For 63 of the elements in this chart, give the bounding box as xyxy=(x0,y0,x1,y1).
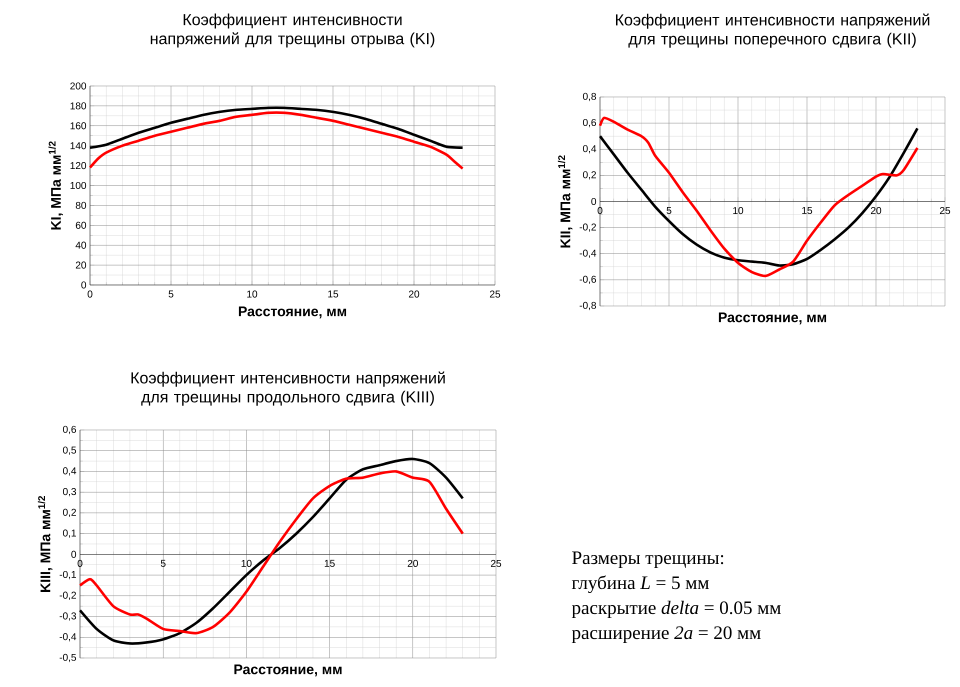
x-tick-label: 5 xyxy=(666,207,672,214)
chart-title: Коэффициент интенсивности напряжений для трещины отрыва (KI) xyxy=(150,14,434,48)
x-tick-label: 20 xyxy=(870,207,882,214)
y-tick-label: 0,2 xyxy=(582,171,596,180)
x-axis-title: Расстояние, мм xyxy=(718,312,826,324)
x-tick-label: 15 xyxy=(802,207,812,214)
y-tick-label: -0,4 xyxy=(60,633,76,642)
y-tick-label: 140 xyxy=(70,142,86,150)
y-tick-label: -0,5 xyxy=(60,654,76,662)
x-tick-label: 5 xyxy=(160,560,166,567)
x-tick-label: 15 xyxy=(328,290,338,298)
y-tick-label: 0,1 xyxy=(62,529,76,538)
text: расширение 2a = 20 мм xyxy=(572,626,761,644)
y-axis-title: KIII, МПа мм$^{1/2}$ xyxy=(38,496,52,592)
chart-title: Коэффициент интенсивности напряжений для трещины поперечного сдвига (KII) xyxy=(616,14,930,48)
x-tick-label: 15 xyxy=(324,560,335,567)
chart-title: Коэффициент интенсивности напряжений для трещины продольного сдвига (KIII) xyxy=(131,372,445,406)
y-tick-label: -0,1 xyxy=(60,570,76,580)
x-axis-title: Расстояние, мм xyxy=(234,664,342,676)
x-tick-label: 20 xyxy=(408,290,420,298)
text: глубина L = 5 мм xyxy=(572,575,709,594)
x-tick-label: 10 xyxy=(247,290,258,298)
y-tick-label: -0,2 xyxy=(580,223,596,232)
y-tick-label: 0 xyxy=(71,550,76,558)
y-tick-label: 0,3 xyxy=(62,488,76,496)
text: Размеры трещины: xyxy=(572,552,724,568)
y-axis-title: KII, МПа мм$^{1/2}$ xyxy=(558,155,572,248)
y-tick-label: 100 xyxy=(70,182,86,190)
y-axis-title: KI, МПа мм$^{1/2}$ xyxy=(48,141,63,230)
x-tick-label: 25 xyxy=(490,290,500,298)
y-tick-label: 80 xyxy=(76,202,86,209)
y-tick-label: 120 xyxy=(70,162,86,170)
y-tick-label: 0,4 xyxy=(582,145,596,154)
y-tick-label: 40 xyxy=(76,242,86,249)
y-tick-label: -0,8 xyxy=(580,302,596,310)
x-tick-label: 0 xyxy=(598,207,602,214)
x-tick-label: 5 xyxy=(168,290,174,298)
y-tick-label: 0 xyxy=(81,281,86,289)
x-tick-label: 10 xyxy=(733,207,744,214)
x-tick-label: 20 xyxy=(408,560,418,567)
y-tick-label: -0,6 xyxy=(580,276,596,284)
y-tick-label: 160 xyxy=(70,122,86,130)
y-tick-label: 0,6 xyxy=(582,118,596,128)
y-tick-label: 0,6 xyxy=(62,426,76,434)
y-tick-label: 60 xyxy=(76,222,86,229)
y-tick-label: 180 xyxy=(70,102,86,110)
y-tick-label: 0,5 xyxy=(62,446,76,455)
line-series xyxy=(88,111,464,170)
y-tick-label: 20 xyxy=(76,262,86,269)
y-tick-label: -0,4 xyxy=(580,250,596,258)
y-tick-label: -0,3 xyxy=(60,612,76,621)
y-tick-label: 0 xyxy=(591,198,596,206)
text: раскрытие delta = 0.05 мм xyxy=(572,600,781,618)
y-tick-label: -0,2 xyxy=(60,592,76,600)
y-tick-label: 0,8 xyxy=(582,92,596,102)
y-tick-label: 0,4 xyxy=(62,467,76,476)
x-axis-title: Расстояние, мм xyxy=(238,306,346,318)
x-tick-label: 25 xyxy=(490,560,502,567)
x-tick-label: 0 xyxy=(88,290,92,298)
y-tick-label: 200 xyxy=(70,82,86,90)
x-tick-label: 25 xyxy=(940,207,950,214)
y-tick-label: 0,2 xyxy=(62,508,76,518)
x-tick-label: 10 xyxy=(242,560,252,567)
